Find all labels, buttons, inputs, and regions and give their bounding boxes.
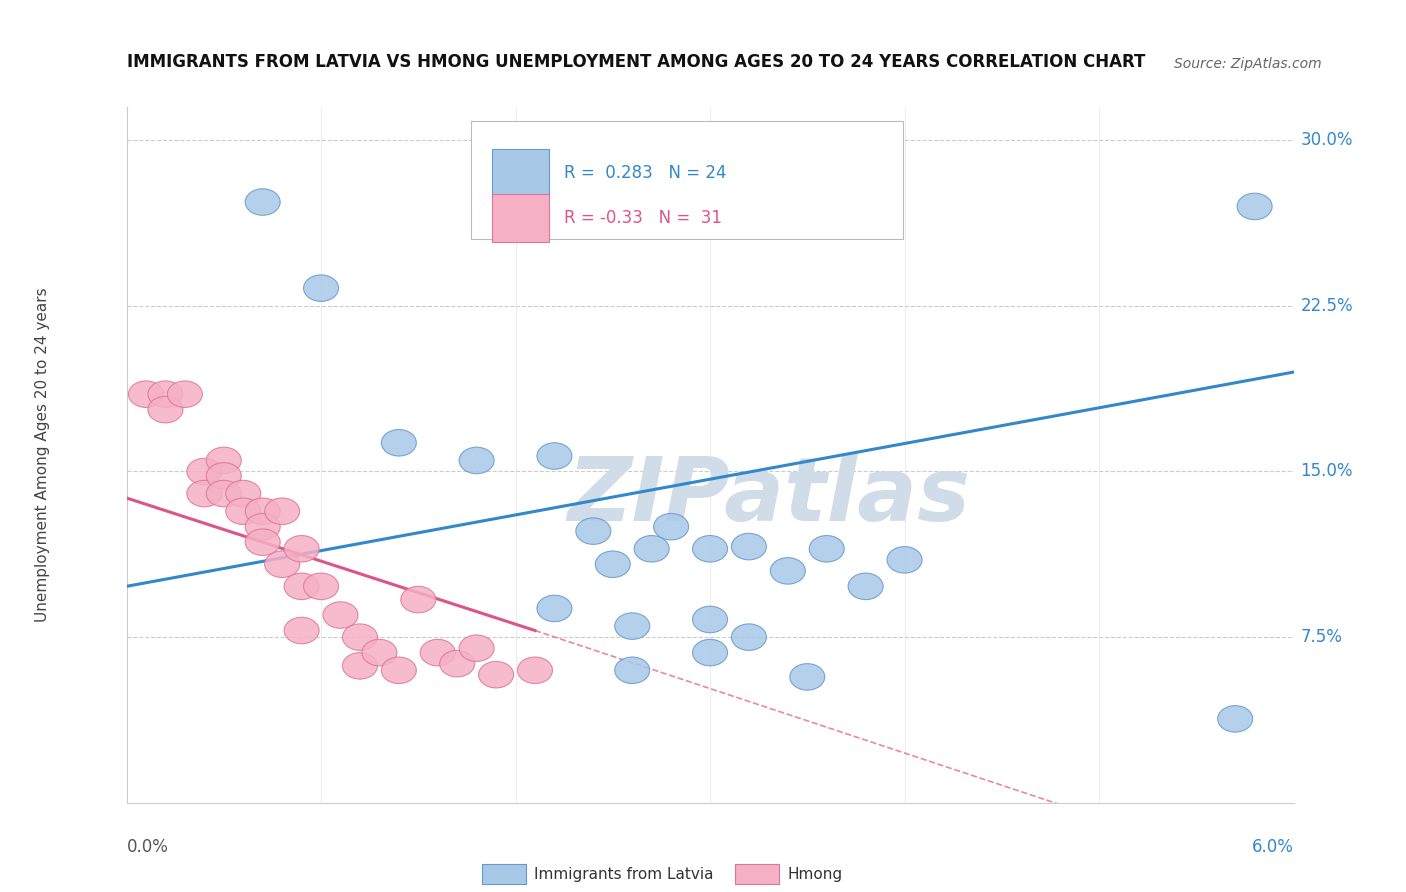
- Ellipse shape: [595, 551, 630, 577]
- Ellipse shape: [284, 535, 319, 562]
- Ellipse shape: [478, 662, 513, 688]
- Text: 0.0%: 0.0%: [127, 838, 169, 856]
- Text: R = -0.33   N =  31: R = -0.33 N = 31: [564, 210, 723, 227]
- Ellipse shape: [361, 640, 396, 665]
- Ellipse shape: [731, 533, 766, 560]
- Ellipse shape: [654, 514, 689, 540]
- Ellipse shape: [245, 529, 280, 556]
- Ellipse shape: [614, 657, 650, 683]
- Ellipse shape: [401, 586, 436, 613]
- Ellipse shape: [207, 480, 242, 507]
- Ellipse shape: [323, 602, 359, 628]
- Ellipse shape: [245, 189, 280, 215]
- Ellipse shape: [187, 458, 222, 484]
- Ellipse shape: [848, 573, 883, 599]
- Ellipse shape: [420, 640, 456, 665]
- Text: Unemployment Among Ages 20 to 24 years: Unemployment Among Ages 20 to 24 years: [35, 287, 49, 623]
- Ellipse shape: [264, 498, 299, 524]
- Ellipse shape: [614, 613, 650, 640]
- Ellipse shape: [693, 535, 727, 562]
- Ellipse shape: [1237, 194, 1272, 219]
- FancyBboxPatch shape: [492, 194, 548, 243]
- Ellipse shape: [460, 447, 494, 474]
- Text: ZIPatlas: ZIPatlas: [567, 453, 970, 541]
- Ellipse shape: [517, 657, 553, 683]
- Ellipse shape: [1218, 706, 1253, 732]
- Text: 6.0%: 6.0%: [1251, 838, 1294, 856]
- Ellipse shape: [304, 573, 339, 599]
- Text: 7.5%: 7.5%: [1301, 628, 1343, 646]
- Ellipse shape: [187, 480, 222, 507]
- Ellipse shape: [148, 381, 183, 408]
- Text: 22.5%: 22.5%: [1301, 297, 1353, 315]
- Text: 30.0%: 30.0%: [1301, 131, 1353, 149]
- Ellipse shape: [460, 635, 494, 662]
- Ellipse shape: [810, 535, 844, 562]
- Ellipse shape: [167, 381, 202, 408]
- Ellipse shape: [245, 498, 280, 524]
- Ellipse shape: [226, 498, 260, 524]
- Ellipse shape: [207, 447, 242, 474]
- Ellipse shape: [693, 607, 727, 632]
- Ellipse shape: [770, 558, 806, 584]
- Ellipse shape: [284, 617, 319, 644]
- Ellipse shape: [887, 547, 922, 573]
- Ellipse shape: [264, 551, 299, 577]
- Text: 15.0%: 15.0%: [1301, 462, 1353, 481]
- Ellipse shape: [226, 480, 260, 507]
- Ellipse shape: [537, 442, 572, 469]
- Ellipse shape: [693, 640, 727, 665]
- Ellipse shape: [245, 514, 280, 540]
- Ellipse shape: [284, 573, 319, 599]
- FancyBboxPatch shape: [492, 149, 548, 197]
- Ellipse shape: [304, 275, 339, 301]
- Text: IMMIGRANTS FROM LATVIA VS HMONG UNEMPLOYMENT AMONG AGES 20 TO 24 YEARS CORRELATI: IMMIGRANTS FROM LATVIA VS HMONG UNEMPLOY…: [127, 54, 1144, 71]
- Text: Source: ZipAtlas.com: Source: ZipAtlas.com: [1174, 57, 1322, 71]
- Ellipse shape: [148, 396, 183, 423]
- Ellipse shape: [731, 624, 766, 650]
- Ellipse shape: [207, 463, 242, 489]
- Ellipse shape: [634, 535, 669, 562]
- Ellipse shape: [343, 653, 377, 679]
- FancyBboxPatch shape: [471, 121, 903, 239]
- Ellipse shape: [343, 624, 377, 650]
- Ellipse shape: [576, 518, 610, 544]
- Ellipse shape: [381, 657, 416, 683]
- Ellipse shape: [381, 430, 416, 456]
- Text: Hmong: Hmong: [787, 867, 842, 881]
- Ellipse shape: [128, 381, 163, 408]
- Ellipse shape: [440, 650, 475, 677]
- Text: R =  0.283   N = 24: R = 0.283 N = 24: [564, 164, 727, 182]
- Ellipse shape: [790, 664, 825, 690]
- Text: Immigrants from Latvia: Immigrants from Latvia: [534, 867, 714, 881]
- Ellipse shape: [537, 595, 572, 622]
